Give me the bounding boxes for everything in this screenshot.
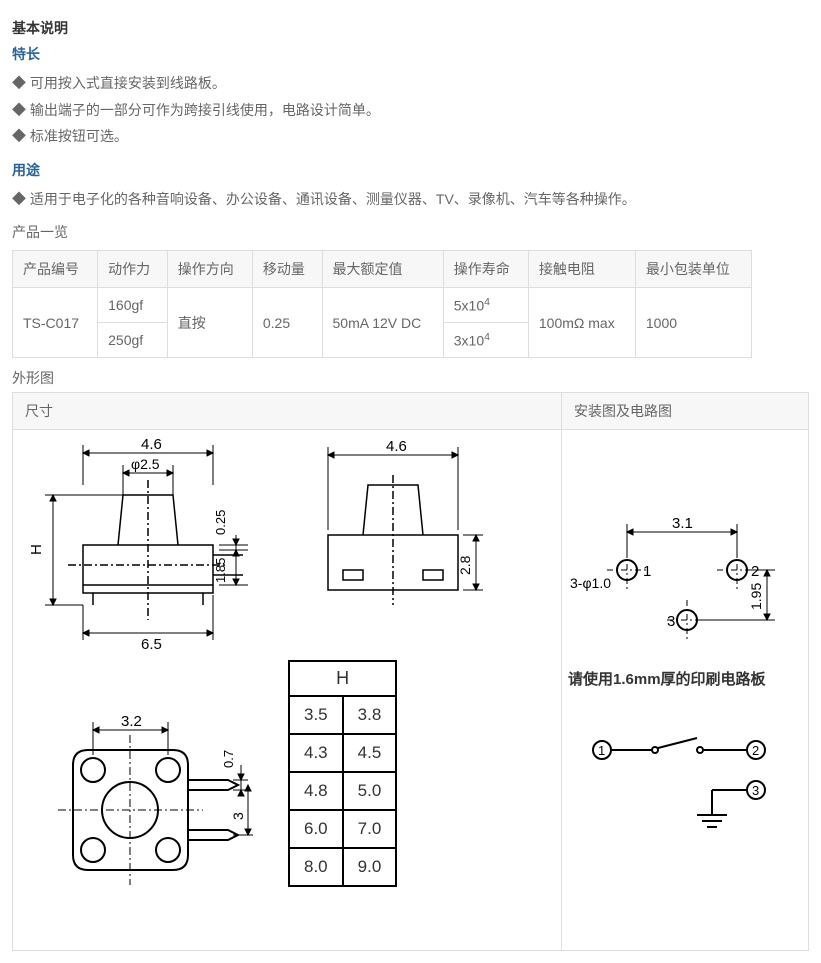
svg-text:4.6: 4.6: [141, 436, 162, 453]
svg-text:0.7: 0.7: [221, 750, 236, 768]
feature-item: 标准按钮可选。: [12, 123, 809, 150]
cell-direction: 直按: [167, 288, 252, 357]
h-dims-table: H 3.53.8 4.34.5 4.85.0 6.07.0 8.09.0: [288, 660, 397, 887]
cell-rating: 50mA 12V DC: [322, 288, 443, 357]
th-partno: 产品编号: [13, 251, 98, 288]
outline-right-header: 安装图及电路图: [562, 393, 808, 430]
svg-text:φ2.5: φ2.5: [131, 456, 160, 472]
cell-partno: TS-C017: [13, 288, 98, 357]
feature-item: 输出端子的一部分可作为跨接引线使用，电路设计简单。: [12, 97, 809, 124]
svg-text:6.5: 6.5: [141, 636, 162, 653]
svg-text:1: 1: [643, 563, 651, 580]
cell-moq: 1000: [635, 288, 751, 357]
svg-text:4.6: 4.6: [386, 438, 407, 455]
usage-title: 用途: [12, 160, 809, 180]
svg-text:1: 1: [598, 743, 605, 758]
svg-text:H: H: [28, 544, 45, 555]
svg-text:3: 3: [752, 783, 759, 798]
pcb-footprint-svg: 3.1 1.95 1 2 3 3-φ1.0: [567, 510, 797, 660]
circuit-svg: 1 2 3: [582, 730, 792, 850]
table-header-row: 产品编号 动作力 操作方向 移动量 最大额定值 操作寿命 接触电阻 最小包装单位: [13, 251, 752, 288]
svg-text:3: 3: [230, 812, 246, 820]
outline-box: 尺寸: [12, 392, 809, 951]
features-list: 可用按入式直接安装到线路板。 输出端子的一部分可作为跨接引线使用，电路设计简单。…: [12, 70, 809, 150]
svg-text:2.8: 2.8: [457, 555, 473, 575]
svg-text:3-φ1.0: 3-φ1.0: [570, 575, 611, 591]
outline-title: 外形图: [12, 368, 809, 388]
th-force: 动作力: [98, 251, 168, 288]
svg-text:1.95: 1.95: [748, 582, 764, 609]
feature-item: 可用按入式直接安装到线路板。: [12, 70, 809, 97]
cell-life1: 5x104: [443, 288, 528, 323]
svg-text:1.85: 1.85: [213, 557, 228, 582]
th-direction: 操作方向: [167, 251, 252, 288]
cell-force2: 250gf: [98, 323, 168, 358]
side-view-svg: 4.6 2.8: [288, 435, 518, 635]
th-life: 操作寿命: [443, 251, 528, 288]
outline-left-header: 尺寸: [13, 393, 561, 430]
spec-table-wrap: 产品编号 动作力 操作方向 移动量 最大额定值 操作寿命 接触电阻 最小包装单位…: [12, 250, 809, 357]
usage-list: 适用于电子化的各种音响设备、办公设备、通讯设备、测量仪器、TV、录像机、汽车等各…: [12, 186, 809, 213]
h-header: H: [289, 661, 396, 696]
th-resistance: 接触电阻: [528, 251, 635, 288]
front-view-svg: 4.6 φ2.5 H: [23, 435, 253, 655]
spec-table: 产品编号 动作力 操作方向 移动量 最大额定值 操作寿命 接触电阻 最小包装单位…: [12, 250, 752, 357]
svg-text:2: 2: [751, 563, 759, 580]
outline-left: 尺寸: [13, 393, 562, 950]
cell-resistance: 100mΩ max: [528, 288, 635, 357]
svg-text:0.25: 0.25: [213, 509, 228, 534]
list-title: 产品一览: [12, 222, 809, 242]
cell-force1: 160gf: [98, 288, 168, 323]
table-row: TS-C017 160gf 直按 0.25 50mA 12V DC 5x104 …: [13, 288, 752, 323]
svg-text:2: 2: [752, 743, 759, 758]
th-moq: 最小包装单位: [635, 251, 751, 288]
usage-item: 适用于电子化的各种音响设备、办公设备、通讯设备、测量仪器、TV、录像机、汽车等各…: [12, 186, 809, 213]
svg-text:3.2: 3.2: [121, 713, 142, 730]
cell-travel: 0.25: [252, 288, 322, 357]
outline-left-body: 4.6 φ2.5 H: [13, 430, 561, 950]
pcb-note: 请使用1.6mm厚的印刷电路板: [568, 668, 766, 689]
outline-right: 安装图及电路图: [562, 393, 808, 950]
th-travel: 移动量: [252, 251, 322, 288]
svg-text:3: 3: [667, 613, 675, 630]
features-title: 特长: [12, 44, 809, 64]
basic-title: 基本说明: [12, 18, 809, 38]
outline-right-body: 3.1 1.95 1 2 3 3-φ1.0 请使用1.6mm厚的印刷电路板: [562, 430, 808, 950]
svg-text:3.1: 3.1: [672, 515, 693, 532]
cell-life2: 3x104: [443, 323, 528, 358]
bottom-view-svg: 3.2 0.7 3: [23, 710, 263, 930]
th-rating: 最大额定值: [322, 251, 443, 288]
